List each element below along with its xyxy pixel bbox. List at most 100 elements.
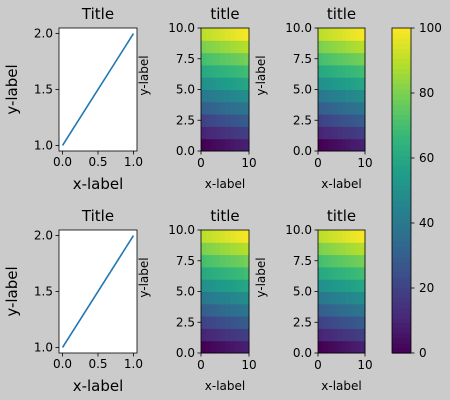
heatmap-cell bbox=[201, 126, 207, 140]
heatmap-cell bbox=[205, 303, 212, 317]
heatmap-cell bbox=[318, 126, 324, 140]
heatmap-cell bbox=[332, 138, 338, 152]
colorbar-segment bbox=[392, 312, 411, 319]
heatmap-cell bbox=[360, 230, 366, 243]
heatmap-cell bbox=[350, 266, 357, 280]
heatmap-cell bbox=[220, 291, 226, 305]
heatmap-cell bbox=[341, 52, 347, 66]
y-tick-label: 1.5 bbox=[34, 83, 53, 97]
colorbar-segment bbox=[392, 104, 411, 110]
heatmap-cell bbox=[239, 316, 245, 329]
heatmap-cell bbox=[360, 303, 366, 317]
heatmap-cell bbox=[318, 77, 324, 90]
heatmap-cell bbox=[244, 114, 250, 127]
heatmap-cell bbox=[346, 303, 352, 317]
heatmap-cell bbox=[318, 52, 324, 66]
colorbar-segment bbox=[392, 251, 411, 258]
heatmap-cell bbox=[332, 303, 338, 317]
heatmap-cell bbox=[355, 291, 361, 305]
heatmap-cell bbox=[350, 126, 357, 140]
heatmap-cell bbox=[220, 77, 226, 90]
x-axis-label: x-label bbox=[205, 379, 245, 393]
heatmap-cell bbox=[215, 40, 221, 54]
y-tick-label: 10.0 bbox=[168, 223, 195, 237]
heatmap-cell bbox=[220, 28, 226, 41]
heatmap-cell bbox=[201, 52, 207, 66]
heatmap-cell bbox=[201, 28, 207, 41]
heatmap-cell bbox=[215, 254, 221, 268]
heatmap-cell bbox=[201, 242, 207, 256]
heatmap-cell bbox=[225, 340, 231, 354]
colorbar-segment bbox=[392, 231, 411, 237]
heatmap-cell bbox=[355, 230, 361, 243]
heatmap-cell bbox=[327, 279, 333, 292]
x-tick-label: 0.5 bbox=[88, 155, 107, 169]
heatmap-cell bbox=[220, 242, 226, 256]
heatmap-cell bbox=[201, 279, 207, 292]
heatmap-cell bbox=[239, 230, 245, 243]
colorbar-segment bbox=[392, 281, 411, 288]
y-axis-label: y-label bbox=[3, 266, 21, 316]
heatmap-cell bbox=[215, 316, 221, 329]
heatmap-cell bbox=[210, 316, 216, 329]
colorbar-segment bbox=[392, 58, 411, 65]
heatmap-cell bbox=[229, 64, 236, 78]
heatmap-cell bbox=[332, 28, 338, 41]
colorbar-segment bbox=[392, 205, 411, 212]
heatmap-cell bbox=[201, 340, 207, 354]
heatmap-cell bbox=[201, 266, 207, 280]
colorbar-segment bbox=[392, 332, 411, 339]
heatmap-cell bbox=[332, 114, 338, 127]
heatmap-cell bbox=[225, 89, 231, 103]
y-tick-label: 2.0 bbox=[34, 27, 53, 41]
colorbar-frame bbox=[391, 27, 412, 354]
heatmap-cell bbox=[215, 242, 221, 256]
heatmap-cell bbox=[239, 303, 245, 317]
heatmap-cell bbox=[210, 89, 216, 103]
heatmap-cell bbox=[322, 101, 328, 115]
heatmap-cell bbox=[322, 89, 328, 103]
heatmap-cell bbox=[336, 138, 342, 152]
heatmap-cell bbox=[239, 126, 245, 140]
heatmap-cell bbox=[205, 52, 212, 66]
heatmap-cell bbox=[318, 89, 324, 103]
heatmap-cell bbox=[318, 316, 324, 329]
colorbar-segment bbox=[392, 78, 411, 85]
heatmap-cell bbox=[355, 52, 361, 66]
heatmap-cell bbox=[225, 138, 231, 152]
heatmap-cell bbox=[346, 89, 352, 103]
heatmap-cell bbox=[332, 242, 338, 256]
heatmap-cell bbox=[210, 64, 216, 78]
heatmap-cell bbox=[239, 40, 245, 54]
heatmap-cell bbox=[327, 126, 333, 140]
heatmap-cell bbox=[336, 28, 342, 41]
heatmap-cell bbox=[336, 316, 342, 329]
heatmap-cell bbox=[327, 254, 333, 268]
heatmap-cell bbox=[210, 138, 216, 152]
heatmap-cell bbox=[225, 40, 231, 54]
x-tick-label: 10 bbox=[357, 358, 372, 372]
heatmap-cell bbox=[355, 279, 361, 292]
heatmap-cell bbox=[350, 230, 357, 243]
heatmap-cell bbox=[346, 114, 352, 127]
heatmap-cell bbox=[239, 328, 245, 342]
plot-frame bbox=[200, 229, 250, 354]
colorbar-segment bbox=[392, 134, 411, 141]
heatmap-cell bbox=[244, 138, 250, 152]
heatmap-cell bbox=[318, 303, 324, 317]
colorbar-segment bbox=[392, 175, 411, 181]
x-tick-label: 0 bbox=[197, 156, 205, 170]
heatmap-cell bbox=[225, 114, 231, 127]
colorbar-segment bbox=[392, 68, 411, 75]
heatmap-cell bbox=[355, 138, 361, 152]
y-tick-label: 10.0 bbox=[285, 21, 312, 35]
heatmap-cell bbox=[220, 138, 226, 152]
heatmap-cell bbox=[360, 138, 366, 152]
heatmap-cell bbox=[220, 89, 226, 103]
colorbar-segment bbox=[392, 322, 411, 329]
heatmap-cell bbox=[322, 328, 328, 342]
heatmap-cell bbox=[360, 266, 366, 280]
heatmap-cell bbox=[244, 279, 250, 292]
x-tick-label: 0 bbox=[314, 358, 322, 372]
heatmap-cell bbox=[332, 266, 338, 280]
